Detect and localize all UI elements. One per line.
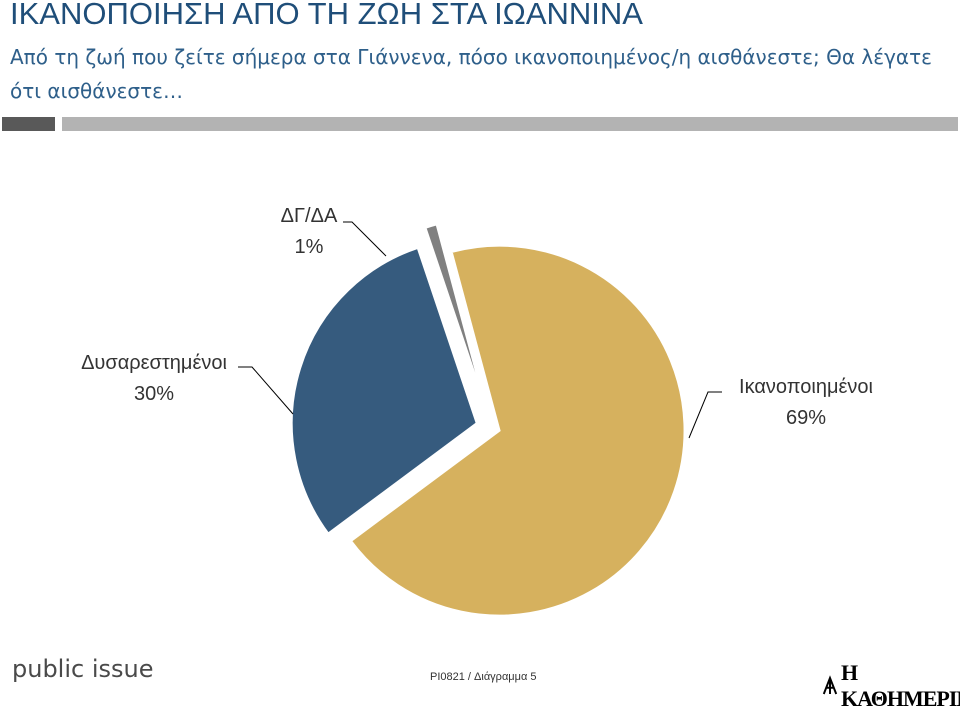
kathimerini-emblem-icon bbox=[822, 675, 838, 695]
slice-value-satisfied: 69% bbox=[786, 407, 826, 429]
public-issue-logo: public issue bbox=[12, 655, 154, 683]
kathimerini-logo: Η ΚΑΘΗΜΕΡΙΝΗ bbox=[822, 660, 960, 712]
pie-chart: Ικανοποιημένοι 69% Δυσαρεστημένοι 30% ΔΓ/ΔΑ 1… bbox=[81, 205, 873, 617]
leader-line-dk-na bbox=[343, 221, 387, 257]
chart-code: PI0821 / Διάγραμμα 5 bbox=[430, 671, 537, 683]
header-divider-dark bbox=[2, 117, 55, 131]
pie-slice-dk-na bbox=[424, 223, 486, 404]
leader-line-dissatisfied bbox=[238, 366, 294, 415]
kathimerini-logo-text: Η ΚΑΘΗΜΕΡΙΝΗ bbox=[841, 660, 960, 711]
slice-value-dk-na: 1% bbox=[295, 236, 324, 258]
leader-line-satisfied bbox=[688, 391, 722, 439]
page-title: ΙΚΑΝΟΠΟΙΗΣΗ ΑΠΟ ΤΗ ΖΩΗ ΣΤΑ ΙΩΑΝΝΙΝΑ bbox=[10, 0, 643, 31]
pie-slice-dissatisfied bbox=[290, 246, 478, 535]
question-text: Από τη ζωή που ζείτε σήμερα στα Γιάννενα… bbox=[10, 45, 932, 103]
slice-label-satisfied: Ικανοποιημένοι bbox=[739, 376, 873, 398]
slice-value-dissatisfied: 30% bbox=[134, 383, 174, 405]
slice-label-dissatisfied: Δυσαρεστημένοι bbox=[81, 352, 227, 374]
pie-slice-satisfied bbox=[349, 244, 686, 617]
header-divider-light bbox=[62, 117, 958, 131]
slice-label-dk-na: ΔΓ/ΔΑ bbox=[281, 205, 338, 227]
